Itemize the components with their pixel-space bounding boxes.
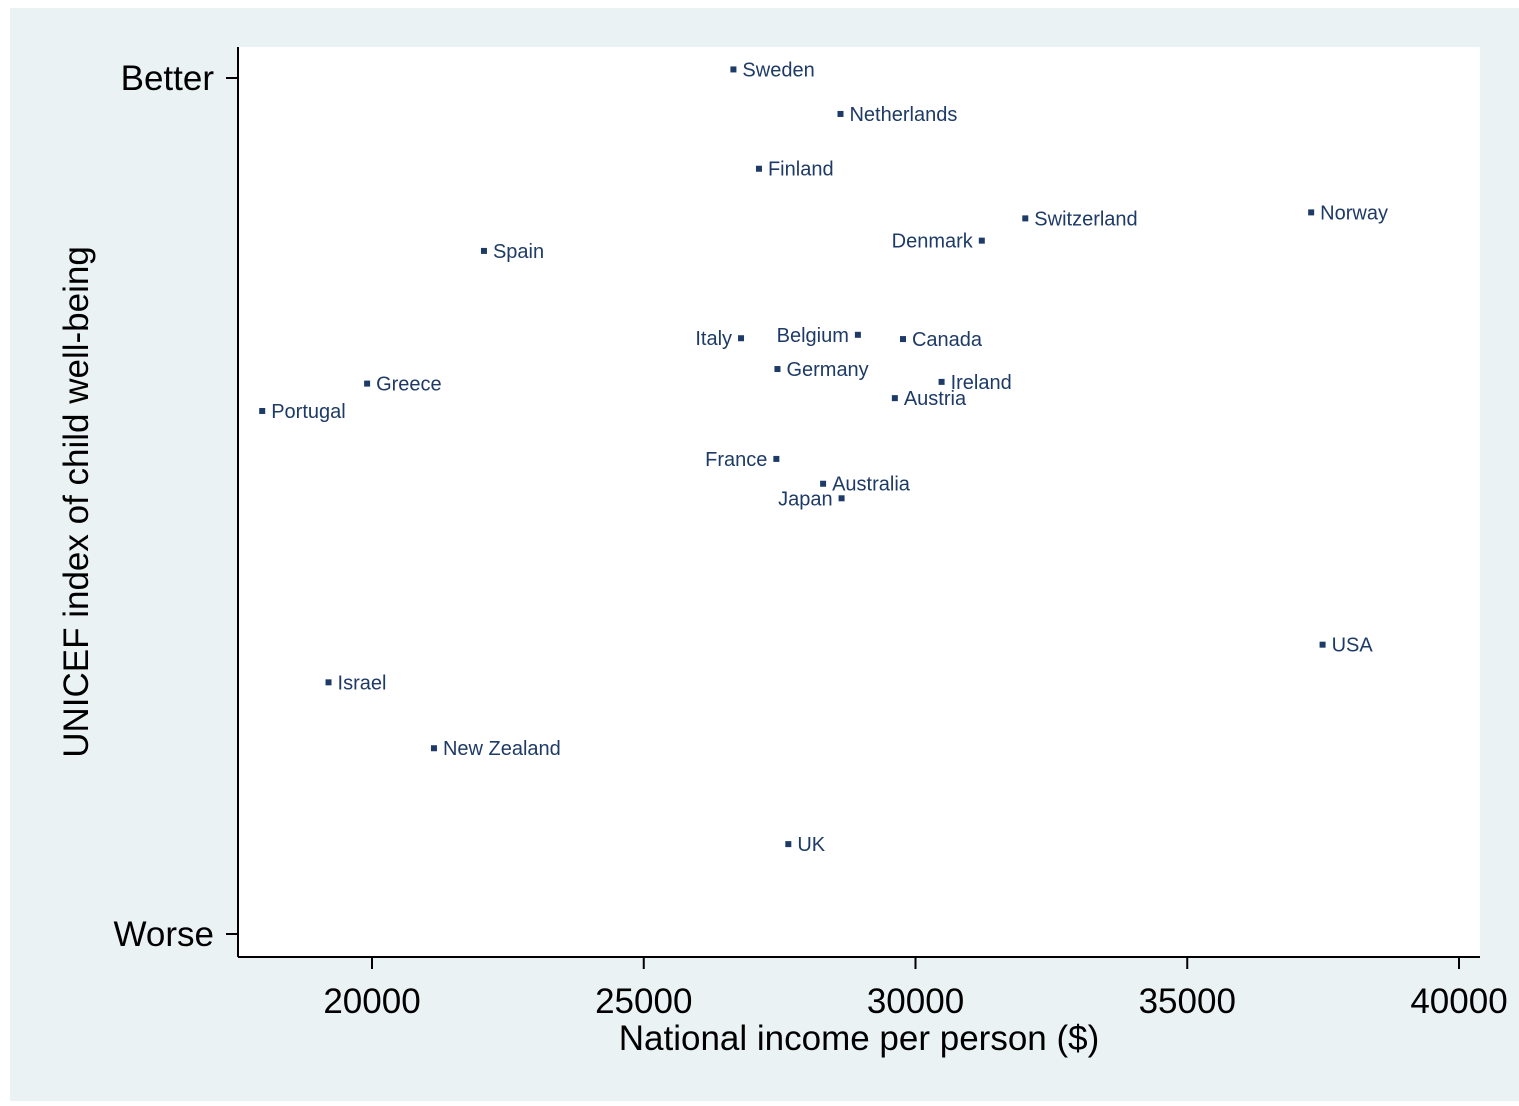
data-point (325, 679, 332, 686)
point-label: Japan (778, 488, 833, 510)
plot-area (238, 47, 1480, 957)
data-point (854, 331, 861, 338)
point-label: Switzerland (1034, 208, 1137, 230)
point-label: Australia (832, 474, 911, 496)
data-point (837, 110, 844, 117)
point-label: Netherlands (849, 104, 957, 126)
point-label: UK (797, 834, 825, 856)
data-point (259, 407, 266, 414)
point-label: USA (1332, 635, 1374, 657)
data-points: Sweden Netherlands Finland Switzerland Norwa… (259, 59, 1388, 856)
x-tick-label: 40000 (1410, 982, 1507, 1021)
point-label: New Zealand (443, 738, 561, 760)
point-label: Canada (912, 329, 983, 351)
y-tick-label: Worse (114, 915, 215, 954)
data-point (738, 335, 745, 342)
point-label: Belgium (777, 325, 849, 347)
data-point (430, 745, 437, 752)
point-label: Germany (786, 359, 868, 381)
point-label: France (705, 449, 767, 471)
point-label: Norway (1320, 202, 1388, 224)
data-point (785, 841, 792, 848)
data-point (938, 378, 945, 385)
x-tick-label: 30000 (867, 982, 964, 1021)
x-axis-ticks: 20000 25000 30000 35000 40000 (323, 957, 1508, 1021)
point-label: Greece (376, 374, 442, 396)
x-axis-title: National income per person ($) (619, 1019, 1100, 1058)
point-label: Italy (695, 328, 732, 350)
point-label: Sweden (742, 59, 814, 81)
x-tick-label: 20000 (323, 982, 420, 1021)
y-axis-title: UNICEF index of child well-being (57, 246, 96, 758)
point-label: Austria (904, 388, 967, 410)
point-label: Spain (493, 241, 544, 263)
data-point (1319, 641, 1326, 648)
data-point (755, 165, 762, 172)
x-tick-label: 35000 (1139, 982, 1236, 1021)
data-point (978, 237, 985, 244)
data-point (364, 380, 371, 387)
data-point (1308, 209, 1315, 216)
data-point (774, 366, 781, 373)
point-label: Israel (338, 672, 387, 694)
point-label: Denmark (892, 231, 974, 253)
data-point (1022, 215, 1029, 222)
point-label: Ireland (951, 372, 1012, 394)
data-point (820, 480, 827, 487)
data-point (838, 495, 845, 502)
data-point (891, 395, 898, 402)
y-tick-label: Better (121, 59, 215, 98)
x-tick-label: 25000 (595, 982, 692, 1021)
point-label: Finland (768, 159, 834, 181)
data-point (480, 247, 487, 254)
point-label: Portugal (271, 401, 346, 423)
y-axis-ticks: Better Worse (114, 59, 238, 954)
data-point (899, 336, 906, 343)
data-point (730, 66, 737, 73)
data-point (773, 455, 780, 462)
